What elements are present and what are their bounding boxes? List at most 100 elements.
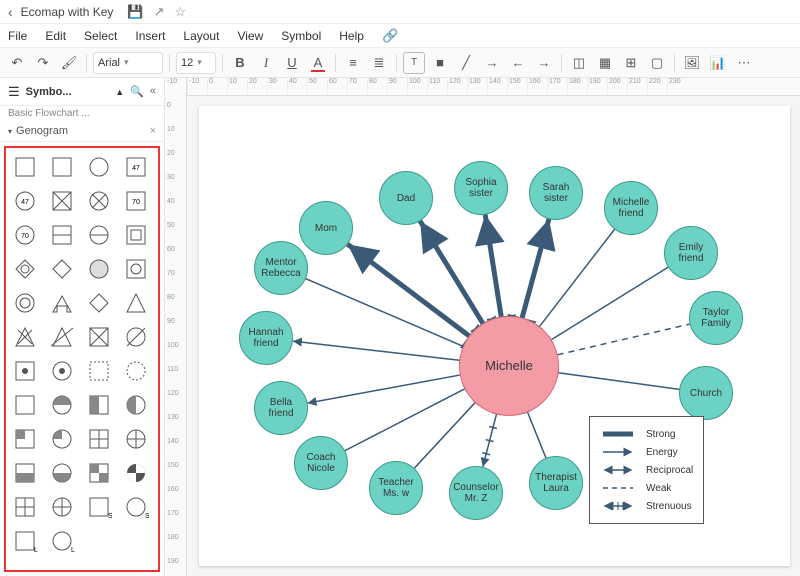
shape-stencil[interactable] xyxy=(47,492,77,522)
shape-stencil[interactable] xyxy=(121,424,151,454)
shape-stencil[interactable]: 70 xyxy=(121,186,151,216)
shape-stencil[interactable] xyxy=(10,424,40,454)
shape-stencil[interactable] xyxy=(84,322,114,352)
shape-stencil[interactable] xyxy=(121,322,151,352)
arrow-start-button[interactable]: ← xyxy=(507,52,529,74)
chart-button[interactable]: 📊 xyxy=(707,52,729,74)
ecomap-node[interactable]: Counselor Mr. Z xyxy=(449,466,503,520)
align-button[interactable]: ≡ xyxy=(342,52,364,74)
menu-view[interactable]: View xyxy=(237,29,263,43)
ecomap-node[interactable]: Hannah friend xyxy=(239,311,293,365)
canvas[interactable]: MichelleMomDadSophia sisterSarah sisterM… xyxy=(199,106,790,566)
shape-stencil[interactable] xyxy=(47,288,77,318)
shape-stencil[interactable] xyxy=(121,356,151,386)
shape-stencil[interactable] xyxy=(121,288,151,318)
shape-stencil[interactable] xyxy=(84,356,114,386)
fill-button[interactable]: ■ xyxy=(429,52,451,74)
star-icon[interactable]: ☆ xyxy=(174,4,186,20)
shape-stencil[interactable] xyxy=(10,152,40,182)
shape-stencil[interactable]: S xyxy=(84,492,114,522)
shape-stencil[interactable] xyxy=(10,254,40,284)
sidebar-settings-icon[interactable]: « xyxy=(150,85,156,98)
menu-symbol[interactable]: Symbol xyxy=(281,29,321,43)
shape-stencil[interactable] xyxy=(47,390,77,420)
category-expand-icon[interactable]: ▾ xyxy=(8,127,12,136)
shape-stencil[interactable] xyxy=(10,458,40,488)
align2-button[interactable]: ≣ xyxy=(368,52,390,74)
text-tool-button[interactable]: T xyxy=(403,52,425,74)
shape-stencil[interactable] xyxy=(10,322,40,352)
ecomap-node[interactable]: Coach Nicole xyxy=(294,436,348,490)
ecomap-center-node[interactable]: Michelle xyxy=(459,316,559,416)
arrange-button[interactable]: ▦ xyxy=(594,52,616,74)
shape-stencil[interactable] xyxy=(47,186,77,216)
shape-stencil[interactable]: L xyxy=(47,526,77,556)
ecomap-node[interactable]: Mentor Rebecca xyxy=(254,241,308,295)
size-button[interactable]: ▢ xyxy=(646,52,668,74)
ecomap-node[interactable]: Therapist Laura xyxy=(529,456,583,510)
back-button[interactable]: ‹ xyxy=(8,4,13,20)
menu-insert[interactable]: Insert xyxy=(135,29,165,43)
sidebar-search-icon[interactable]: 🔍 xyxy=(130,85,144,98)
shape-stencil[interactable]: 47 xyxy=(10,186,40,216)
shape-stencil[interactable] xyxy=(84,458,114,488)
save-icon[interactable]: 💾 xyxy=(127,4,143,20)
shape-stencil[interactable] xyxy=(84,152,114,182)
group-button[interactable]: ◫ xyxy=(568,52,590,74)
shape-stencil[interactable] xyxy=(10,492,40,522)
ecomap-node[interactable]: Sophia sister xyxy=(454,161,508,215)
ecomap-node[interactable]: Church xyxy=(679,366,733,420)
shape-stencil[interactable] xyxy=(121,458,151,488)
bold-button[interactable]: B xyxy=(229,52,251,74)
shape-stencil[interactable] xyxy=(47,152,77,182)
link-icon[interactable]: 🔗 xyxy=(382,28,398,44)
ecomap-node[interactable]: Dad xyxy=(379,171,433,225)
line-button[interactable]: ╱ xyxy=(455,52,477,74)
ecomap-node[interactable]: Emily friend xyxy=(664,226,718,280)
menu-edit[interactable]: Edit xyxy=(45,29,66,43)
category-close-icon[interactable]: × xyxy=(150,125,156,137)
distribute-button[interactable]: ⊞ xyxy=(620,52,642,74)
shape-stencil[interactable] xyxy=(121,254,151,284)
redo-button[interactable]: ↷ xyxy=(32,52,54,74)
ecomap-node[interactable]: Bella friend xyxy=(254,381,308,435)
fontsize-select[interactable]: 12▾ xyxy=(176,52,216,74)
format-painter-button[interactable]: 🖌 xyxy=(58,52,80,74)
shape-stencil[interactable] xyxy=(47,458,77,488)
ecomap-node[interactable]: Mom xyxy=(299,201,353,255)
sidebar-prev-category[interactable]: Basic Flowchart ... xyxy=(0,106,164,121)
shape-stencil[interactable]: 47 xyxy=(121,152,151,182)
shape-stencil[interactable] xyxy=(121,220,151,250)
shape-stencil[interactable] xyxy=(47,220,77,250)
shape-stencil[interactable] xyxy=(10,390,40,420)
shape-stencil[interactable] xyxy=(84,390,114,420)
text-color-button[interactable]: A xyxy=(307,52,329,74)
menu-help[interactable]: Help xyxy=(339,29,364,43)
sidebar-menu-icon[interactable]: ☰ xyxy=(8,84,20,100)
shape-stencil[interactable] xyxy=(47,356,77,386)
ecomap-node[interactable]: Michelle friend xyxy=(604,181,658,235)
shape-stencil[interactable] xyxy=(47,254,77,284)
shape-stencil[interactable] xyxy=(84,424,114,454)
shape-stencil[interactable] xyxy=(121,390,151,420)
italic-button[interactable]: I xyxy=(255,52,277,74)
underline-button[interactable]: U xyxy=(281,52,303,74)
shape-stencil[interactable]: 70 xyxy=(10,220,40,250)
ecomap-node[interactable]: Taylor Family xyxy=(689,291,743,345)
ecomap-node[interactable]: Teacher Ms. w xyxy=(369,461,423,515)
shape-stencil[interactable] xyxy=(47,322,77,352)
menu-layout[interactable]: Layout xyxy=(183,29,219,43)
shape-stencil[interactable] xyxy=(84,254,114,284)
shape-stencil[interactable] xyxy=(84,186,114,216)
shape-stencil[interactable] xyxy=(10,288,40,318)
menu-select[interactable]: Select xyxy=(84,29,117,43)
shape-stencil[interactable]: L xyxy=(10,526,40,556)
menu-file[interactable]: File xyxy=(8,29,27,43)
connector-button[interactable]: → xyxy=(481,52,503,74)
font-select[interactable]: Arial▾ xyxy=(93,52,163,74)
shape-stencil[interactable] xyxy=(47,424,77,454)
shape-stencil[interactable]: S xyxy=(121,492,151,522)
more-button[interactable]: ⋯ xyxy=(733,52,755,74)
undo-button[interactable]: ↶ xyxy=(6,52,28,74)
arrow-end-button[interactable]: → xyxy=(533,52,555,74)
